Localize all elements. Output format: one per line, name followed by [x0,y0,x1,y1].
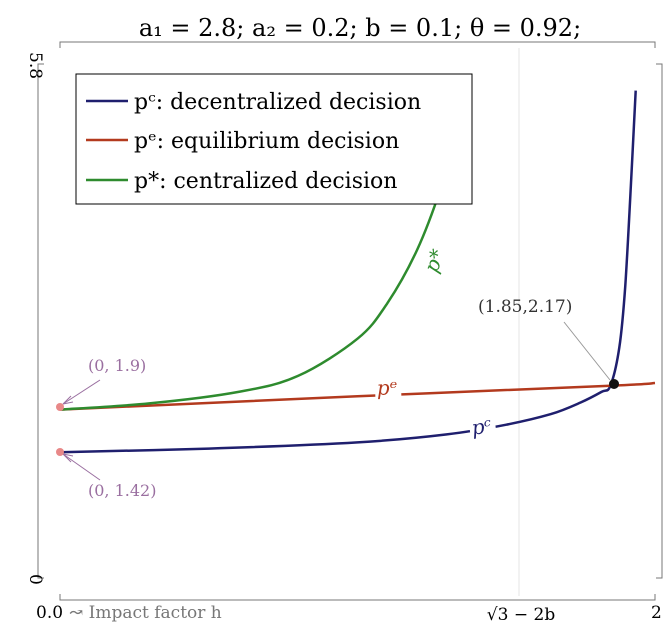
annotations: (0, 1.9) (0, 1.42) (1.85,2.17) [62,297,611,500]
bottom-axis-line [59,594,656,601]
y-tick-label-max: 5.8 [25,52,45,79]
series-line-pc [59,90,637,454]
curve-label-pstar: p* [419,244,452,277]
arrowhead-pe [62,395,74,405]
arrowhead-pc [62,453,74,463]
x-tick-label-mid: √3 − 2b [487,605,556,625]
right-axis-line [656,63,663,579]
curve-label-bg-pstar [421,244,452,277]
x-axis-label: ↝ Impact factor h [69,603,222,623]
curve-label-bg-pc [468,415,498,442]
annotation-arrow-intersection [563,321,611,381]
annotation-pc-start: (0, 1.42) [88,481,156,500]
legend-box [75,73,473,205]
annotation-pe-start: (0, 1.9) [88,356,146,375]
axes [37,41,663,601]
curve-label-bg-pe [374,378,402,402]
x-tick-label-0: 0.0 [36,603,63,623]
series-line-pe [59,381,656,411]
point-pe-start [56,403,64,411]
point-pc-start [56,448,64,456]
curve-label-text-pe: pᵉ [376,375,397,400]
annotation-arrow-pe [62,379,101,405]
legend-label-pstar: p*: centralized decision [134,169,397,194]
curve-labels: pᶜ pᵉ p* [374,244,498,442]
left-axis-line [37,63,44,579]
y-tick-label-min: 0 [25,574,45,585]
curve-label-text-pc: pᶜ [470,413,493,440]
curve-label-pe: pᵉ [374,375,402,402]
x-tick-label-max: 2 [651,603,662,623]
legend: pᶜ: decentralized decision pᵉ: equilibri… [75,73,473,205]
top-axis-line [59,41,656,48]
annotation-intersection: (1.85,2.17) [478,297,572,317]
annotation-arrow-pc [62,453,101,481]
chart-title: a₁ = 2.8; a₂ = 0.2; b = 0.1; θ = 0.92; [139,14,581,42]
legend-label-pe: pᵉ: equilibrium decision [134,129,399,154]
point-intersection [609,379,619,389]
curve-label-pc: pᶜ [468,413,498,442]
legend-label-pc: pᶜ: decentralized decision [134,90,421,115]
